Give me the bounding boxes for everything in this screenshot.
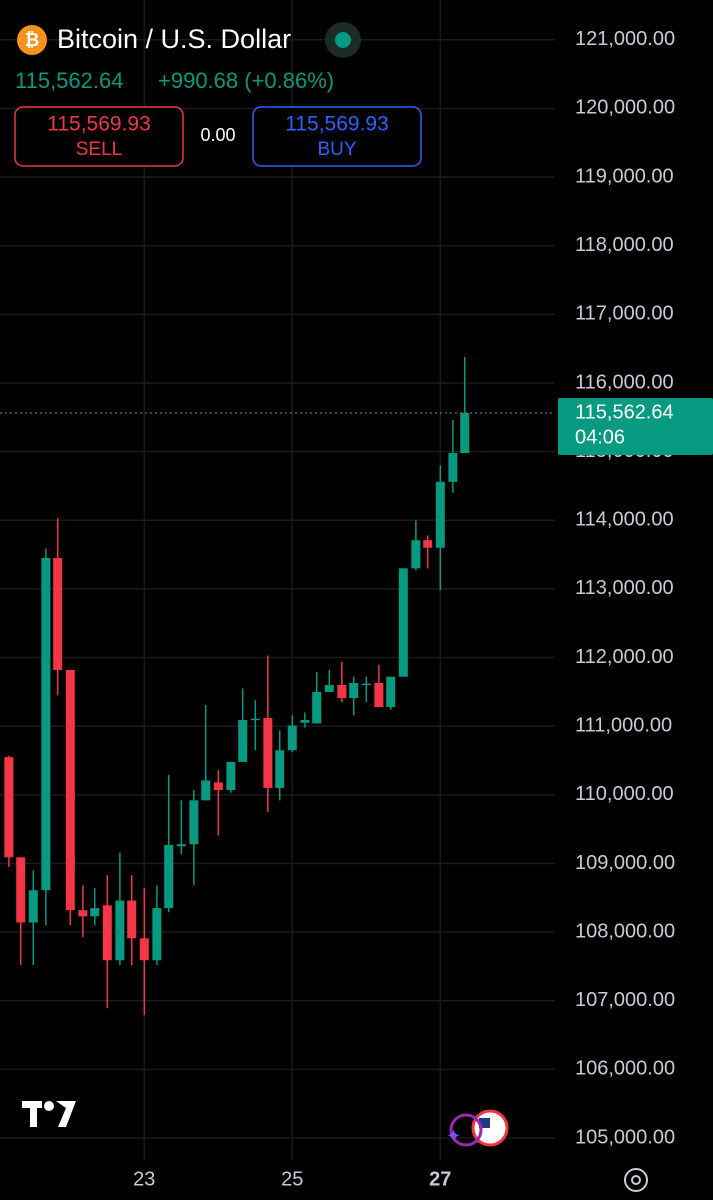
candle-body: [28, 890, 38, 923]
candle-body: [16, 857, 26, 923]
candle-body: [102, 905, 112, 961]
y-tick-label: 120,000.00: [575, 97, 675, 119]
candle-body: [201, 780, 211, 801]
candle-body: [435, 481, 445, 548]
candle-body: [189, 800, 199, 845]
flag-canton: [479, 1118, 490, 1128]
y-tick-label: 118,000.00: [575, 234, 674, 256]
grid: [0, 0, 555, 1160]
candle-body: [374, 682, 384, 707]
btc-icon: [17, 25, 47, 55]
y-tick-label: 119,000.00: [575, 165, 674, 187]
sell-button[interactable]: [14, 106, 184, 167]
candle-body: [361, 683, 371, 686]
events-icon[interactable]: [449, 1113, 483, 1147]
y-tick-label: 114,000.00: [575, 509, 674, 531]
candle-body: [213, 782, 223, 791]
candle-body: [139, 938, 149, 961]
y-tick-label: 117,000.00: [575, 303, 674, 325]
y-tick-label: 121,000.00: [575, 28, 675, 50]
y-tick-label: 116,000.00: [575, 371, 674, 393]
candle-body: [127, 900, 137, 939]
tv-logo: [22, 1101, 76, 1127]
symbol-title: Bitcoin / U.S. Dollar: [57, 24, 291, 54]
candle-body: [90, 908, 100, 917]
y-tick-label: 108,000.00: [575, 920, 675, 942]
y-tick-label: 105,000.00: [575, 1126, 675, 1148]
spread: 0.00: [200, 125, 235, 145]
candle-body: [324, 685, 334, 692]
candle-body: [41, 558, 51, 891]
y-tick-label: 113,000.00: [575, 577, 674, 599]
y-tick-label: 106,000.00: [575, 1058, 675, 1080]
y-tick-label: 110,000.00: [575, 783, 674, 805]
x-tick-label: 25: [281, 1168, 303, 1190]
candle-body: [460, 413, 470, 454]
status-dot: [335, 32, 351, 48]
candle-body: [423, 540, 433, 548]
y-tick-label: 107,000.00: [575, 989, 675, 1011]
axes: 105,000.00 106,000.00 107,000.00 108,000.00…: [133, 28, 713, 1190]
candle-body: [164, 844, 174, 909]
candle-body: [152, 908, 162, 961]
candle-body: [250, 718, 260, 721]
candle-body: [300, 720, 310, 723]
candle-body: [115, 900, 125, 961]
x-tick-label: 27: [429, 1168, 451, 1190]
candles: [0, 356, 555, 1016]
candle-body: [398, 568, 408, 677]
last-price: 115,562.64: [15, 68, 123, 93]
current-price-label: 115,562.64: [575, 401, 674, 423]
y-tick-label: 112,000.00: [575, 646, 674, 668]
candle-body: [4, 757, 14, 858]
buy-label: BUY: [317, 139, 356, 160]
candle-body: [287, 725, 297, 751]
buy-button[interactable]: [252, 106, 422, 167]
candle-body: [53, 558, 63, 670]
y-tick-label: 111,000.00: [575, 714, 672, 736]
candle-body: [226, 761, 236, 791]
candle-body: [78, 910, 88, 917]
candle-body: [312, 691, 322, 724]
candle-body: [176, 844, 186, 847]
x-tick-label: 23: [133, 1168, 155, 1190]
buy-price: 115,569.93: [285, 113, 389, 136]
candle-body: [263, 717, 273, 788]
btc-symbol: ₿: [25, 30, 40, 50]
candle-body: [386, 676, 396, 707]
candle-body: [275, 750, 285, 788]
candle-body: [238, 720, 248, 762]
price-label-box: [558, 398, 713, 456]
sell-label: SELL: [76, 139, 122, 160]
candle-body: [411, 540, 421, 569]
candle-body: [349, 682, 359, 699]
settings-core: [631, 1175, 641, 1185]
countdown-label: 04:06: [575, 426, 625, 448]
candle-body: [448, 453, 458, 482]
price-change: +990.68 (+0.86%): [158, 68, 334, 93]
sell-price: 115,569.93: [47, 113, 151, 136]
y-tick-label: 109,000.00: [575, 852, 675, 874]
settings-icon[interactable]: [624, 1168, 648, 1192]
candle-body: [337, 685, 347, 699]
sparkle: ✦: [446, 1126, 461, 1146]
candle-body: [65, 669, 75, 911]
